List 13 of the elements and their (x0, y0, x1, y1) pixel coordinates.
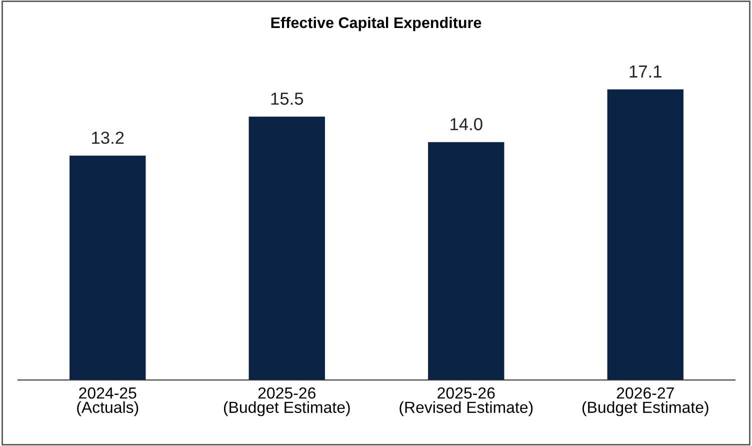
x-tick-label: 2024-25 (Actuals) (77, 387, 138, 416)
x-tick-label: 2026-27 (Budget Estimate) (582, 387, 708, 416)
data-label: 14.0 (450, 118, 482, 130)
data-label: 17.1 (630, 66, 662, 78)
x-tick-label: 2025-26 (Budget Estimate) (224, 387, 350, 416)
bar (428, 142, 504, 380)
x-tick-label: 2025-26 (Revised Estimate) (400, 387, 533, 416)
data-label: 13.2 (92, 132, 124, 144)
bar (70, 156, 146, 380)
bar (248, 116, 325, 380)
data-label: 15.5 (271, 92, 304, 105)
bar (607, 89, 684, 380)
chart-title: Effective Capital Expenditure (271, 16, 482, 32)
